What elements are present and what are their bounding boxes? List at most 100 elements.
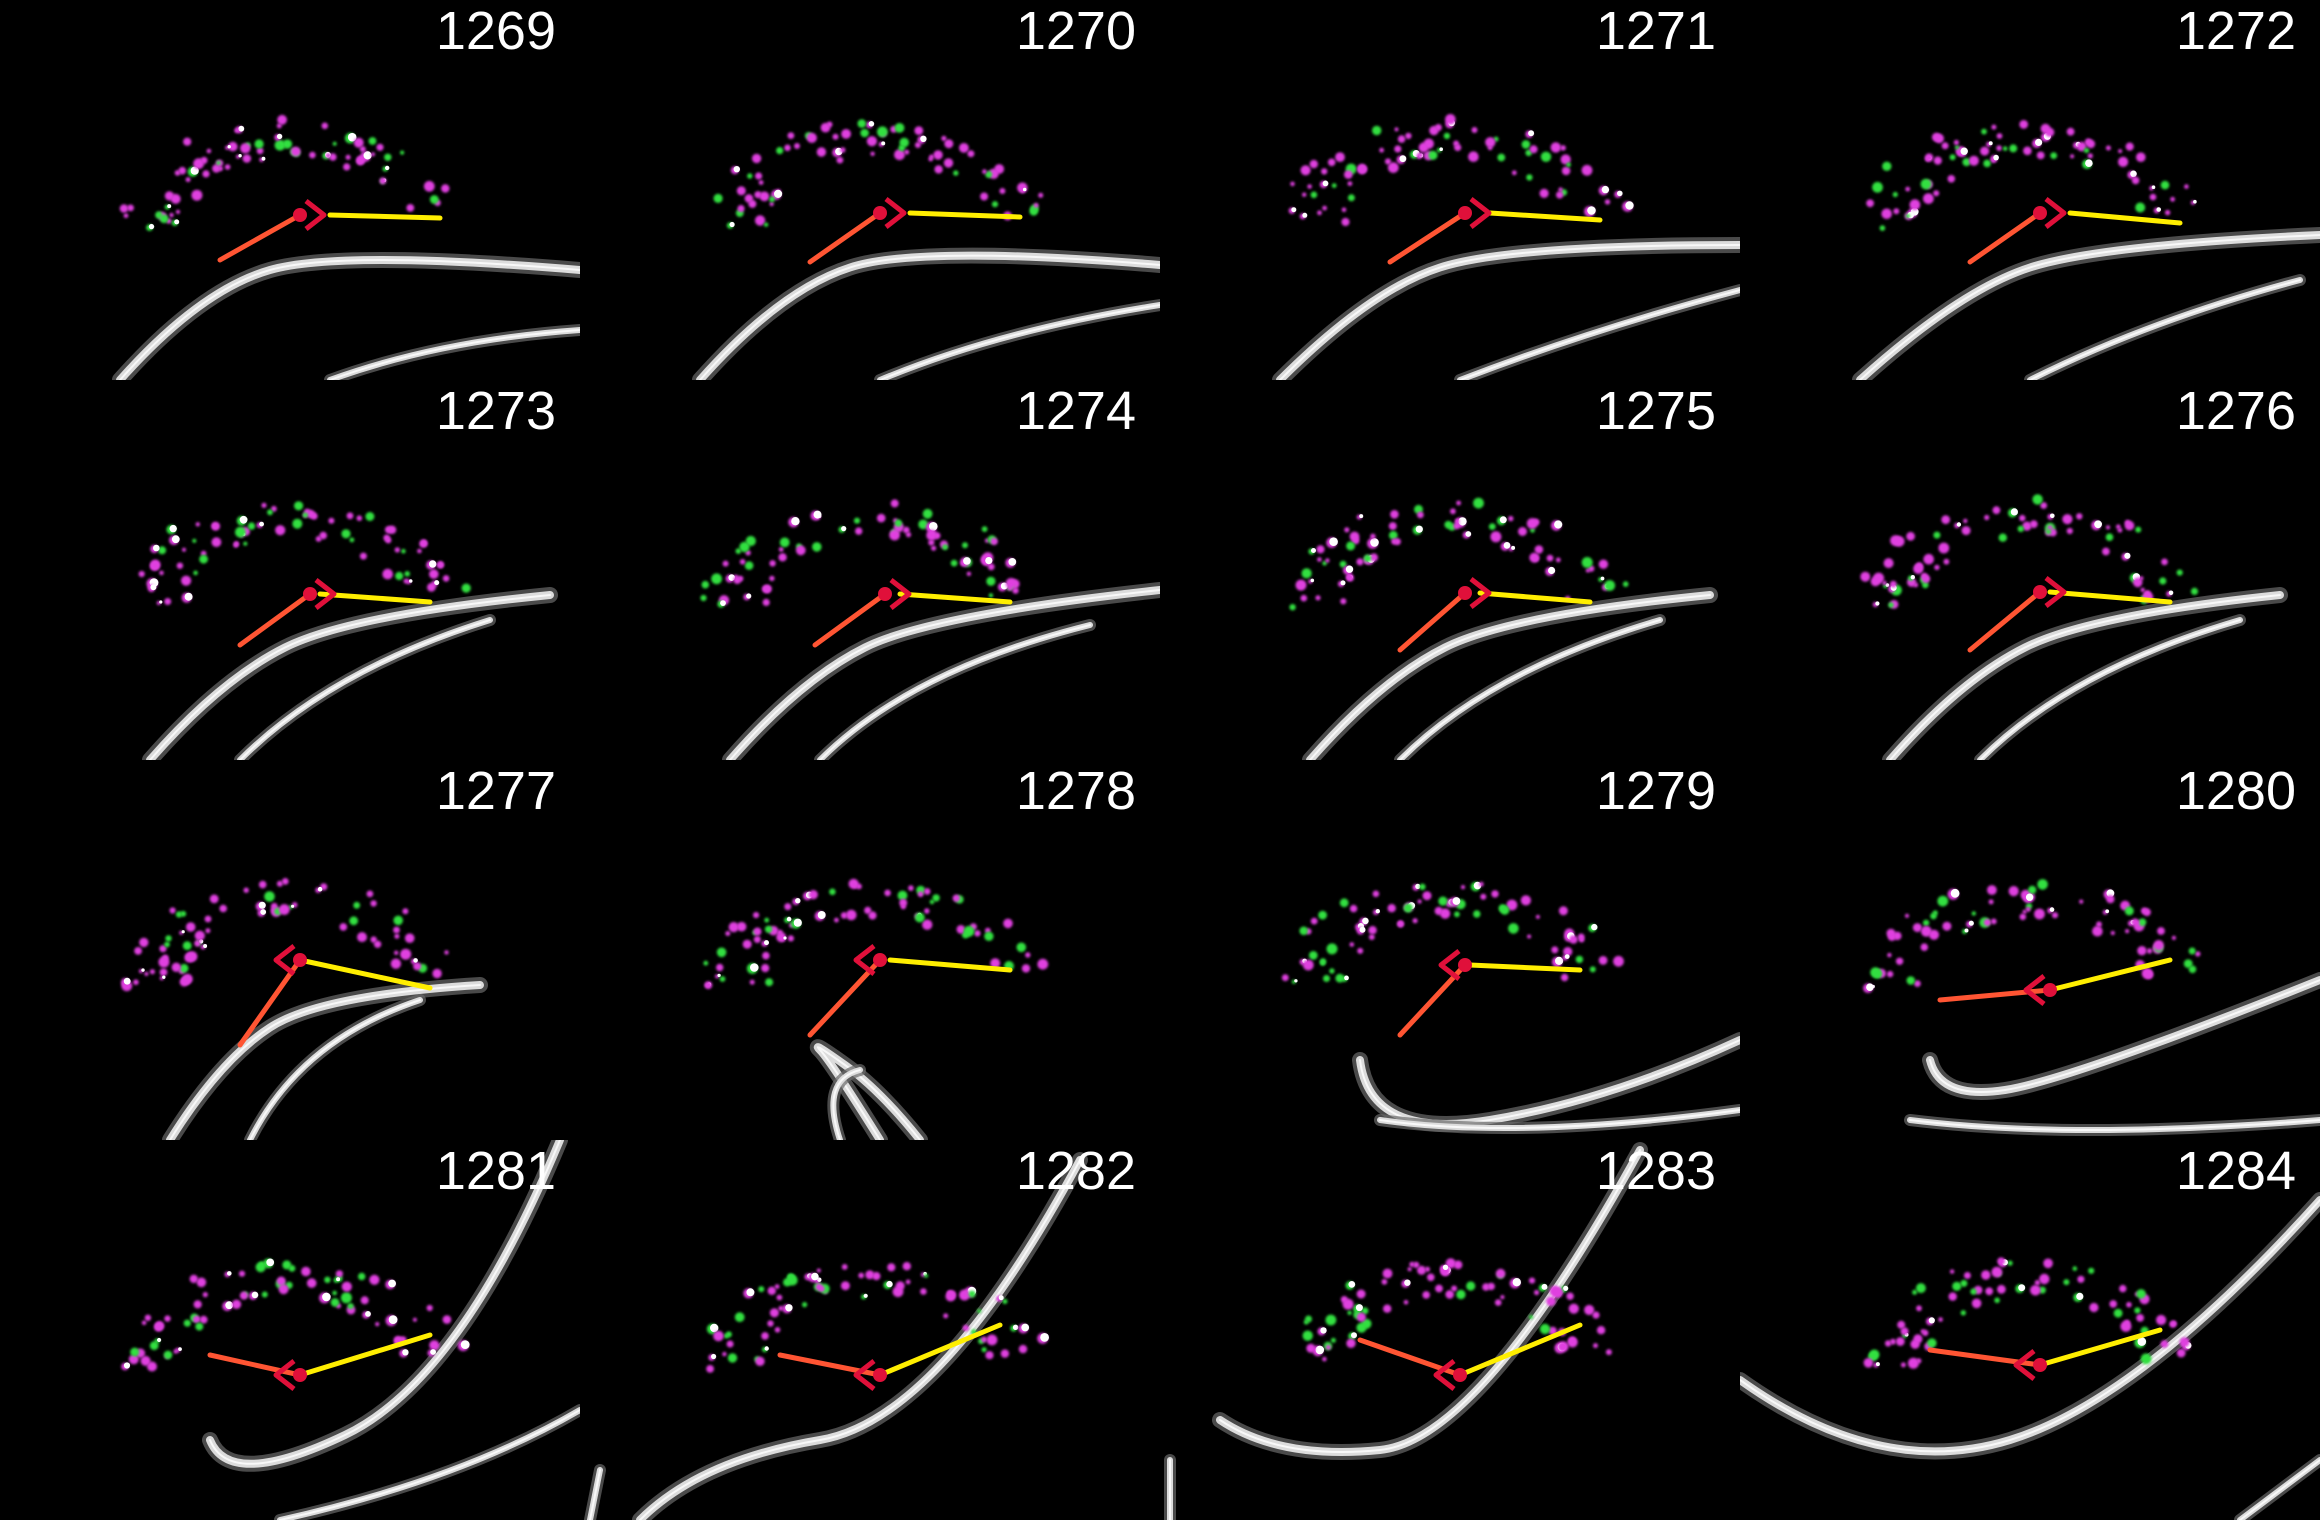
- microscopy-frame: [121, 1140, 580, 1520]
- magenta-cell-dot: [956, 925, 966, 934]
- magenta-cell-dot: [841, 1264, 848, 1270]
- magenta-cell-dot: [387, 525, 397, 534]
- magenta-cell-dot: [774, 1327, 781, 1333]
- fiber-highlight: [832, 1069, 861, 1140]
- magenta-cell-dot: [1873, 572, 1885, 584]
- green-cell-dot: [199, 554, 209, 564]
- frame-number: 1276: [2175, 381, 2296, 441]
- green-cell-dot: [2113, 1308, 2123, 1318]
- magenta-cell-dot: [278, 1284, 289, 1295]
- magenta-cell-dot: [1988, 899, 1994, 905]
- bright-cell-dot: [225, 1301, 234, 1310]
- microscopy-frame: [1272, 114, 1740, 380]
- magenta-cell-dot: [1511, 170, 1517, 176]
- magenta-cell-dot: [403, 578, 409, 584]
- frame-tile: 1272: [1740, 0, 2320, 380]
- red-marker-dot: [873, 1368, 887, 1382]
- bright-cell-dot: [998, 1295, 1004, 1301]
- magenta-cell-dot: [1347, 181, 1353, 187]
- magenta-cell-dot: [2146, 948, 2153, 954]
- magenta-cell-dot: [441, 184, 450, 193]
- magenta-cell-dot: [1295, 579, 1307, 591]
- magenta-cell-dot: [1342, 1298, 1354, 1310]
- magenta-cell-dot: [2132, 577, 2143, 588]
- magenta-cell-dot: [1551, 946, 1559, 954]
- magenta-cell-dot: [173, 1349, 178, 1354]
- bright-cell-dot: [1910, 575, 1915, 580]
- magenta-cell-dot: [929, 154, 934, 160]
- magenta-cell-dot: [749, 979, 755, 985]
- fiber-highlight: [1359, 1039, 1740, 1125]
- green-cell-dot: [2017, 525, 2024, 532]
- green-cell-dot: [2124, 906, 2134, 916]
- magenta-cell-dot: [1302, 959, 1314, 971]
- magenta-cell-dot: [164, 598, 172, 605]
- magenta-cell-dot: [192, 1315, 201, 1324]
- magenta-cell-dot: [1598, 559, 1609, 569]
- magenta-cell-dot: [2126, 1301, 2132, 1308]
- green-cell-dot: [1933, 531, 1941, 539]
- green-cell-dot: [988, 593, 994, 598]
- magenta-cell-dot: [164, 1315, 171, 1322]
- magenta-cell-dot: [2131, 176, 2140, 185]
- magenta-cell-dot: [1890, 1338, 1896, 1345]
- magenta-cell-dot: [159, 945, 167, 953]
- magenta-cell-dot: [944, 139, 954, 149]
- magenta-cell-dot: [864, 906, 872, 914]
- red-arrowhead-icon: [2044, 197, 2067, 229]
- magenta-cell-dot: [194, 940, 201, 947]
- bright-cell-dot: [141, 968, 145, 972]
- magenta-cell-dot: [2066, 527, 2073, 535]
- magenta-cell-dot: [417, 548, 422, 554]
- magenta-cell-dot: [858, 1272, 865, 1279]
- magenta-cell-dot: [1558, 187, 1563, 192]
- magenta-cell-dot: [1478, 881, 1484, 887]
- magenta-cell-dot: [290, 146, 301, 157]
- magenta-cell-dot: [442, 575, 450, 582]
- magenta-cell-dot: [832, 133, 839, 140]
- magenta-cell-dot: [2160, 1340, 2169, 1348]
- red-arrowhead-icon: [853, 1359, 876, 1391]
- magenta-cell-dot: [1592, 1311, 1600, 1319]
- frame-number: 1280: [2175, 761, 2296, 821]
- magenta-cell-dot: [2124, 520, 2135, 531]
- green-cell-dot: [725, 1331, 732, 1338]
- green-cell-dot: [1308, 951, 1318, 960]
- green-cell-dot: [393, 915, 404, 926]
- magenta-cell-dot: [1920, 943, 1929, 951]
- green-cell-dot: [700, 594, 707, 602]
- magenta-cell-dot: [376, 143, 384, 151]
- fiber-highlight: [1459, 289, 1740, 380]
- magenta-cell-dot: [278, 904, 290, 915]
- red-arrowhead-icon: [889, 578, 912, 610]
- magenta-cell-dot: [1321, 168, 1328, 175]
- magenta-cell-dot: [985, 1351, 994, 1360]
- green-cell-dot: [1299, 926, 1308, 936]
- orange-axis-line: [812, 591, 888, 648]
- magenta-cell-dot: [834, 917, 839, 923]
- magenta-cell-dot: [356, 515, 363, 521]
- bright-cell-dot: [260, 909, 267, 915]
- frame-tile: 1281: [0, 1140, 580, 1520]
- bright-cell-dot: [1322, 180, 1329, 187]
- fiber-shadow: [1212, 1142, 1648, 1460]
- bright-cell-dot: [365, 1311, 371, 1317]
- magenta-cell-dot: [412, 1317, 417, 1322]
- bright-cell-dot: [1554, 520, 1563, 529]
- magenta-cell-dot: [393, 926, 400, 934]
- magenta-cell-dot: [981, 1336, 988, 1343]
- magenta-cell-dot: [1358, 165, 1367, 174]
- green-cell-dot: [968, 1290, 976, 1298]
- magenta-cell-dot: [2087, 153, 2093, 159]
- magenta-cell-dot: [1887, 952, 1892, 958]
- fiber-highlight: [589, 1469, 601, 1520]
- green-cell-dot: [2088, 1267, 2095, 1274]
- magenta-cell-dot: [212, 523, 218, 529]
- red-marker-dot: [878, 587, 892, 601]
- magenta-cell-dot: [178, 166, 187, 175]
- magenta-cell-dot: [725, 931, 731, 936]
- green-cell-dot: [1002, 1298, 1008, 1304]
- bright-cell-dot: [181, 930, 185, 934]
- green-cell-dot: [267, 509, 273, 516]
- green-cell-dot: [2009, 144, 2018, 153]
